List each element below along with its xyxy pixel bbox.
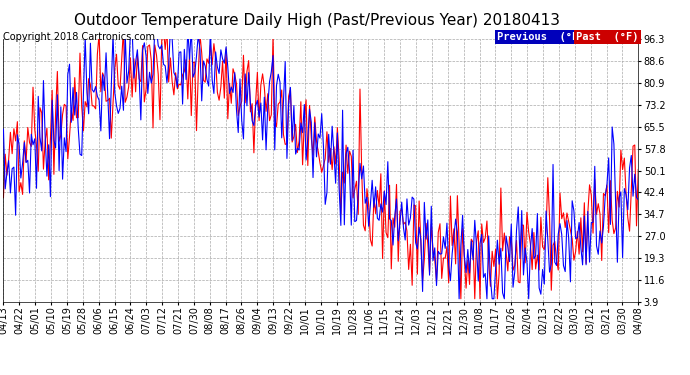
- Text: Outdoor Temperature Daily High (Past/Previous Year) 20180413: Outdoor Temperature Daily High (Past/Pre…: [75, 13, 560, 28]
- Text: Past  (°F): Past (°F): [576, 32, 639, 42]
- Text: Copyright 2018 Cartronics.com: Copyright 2018 Cartronics.com: [3, 32, 155, 42]
- Text: Previous  (°F): Previous (°F): [497, 32, 584, 42]
